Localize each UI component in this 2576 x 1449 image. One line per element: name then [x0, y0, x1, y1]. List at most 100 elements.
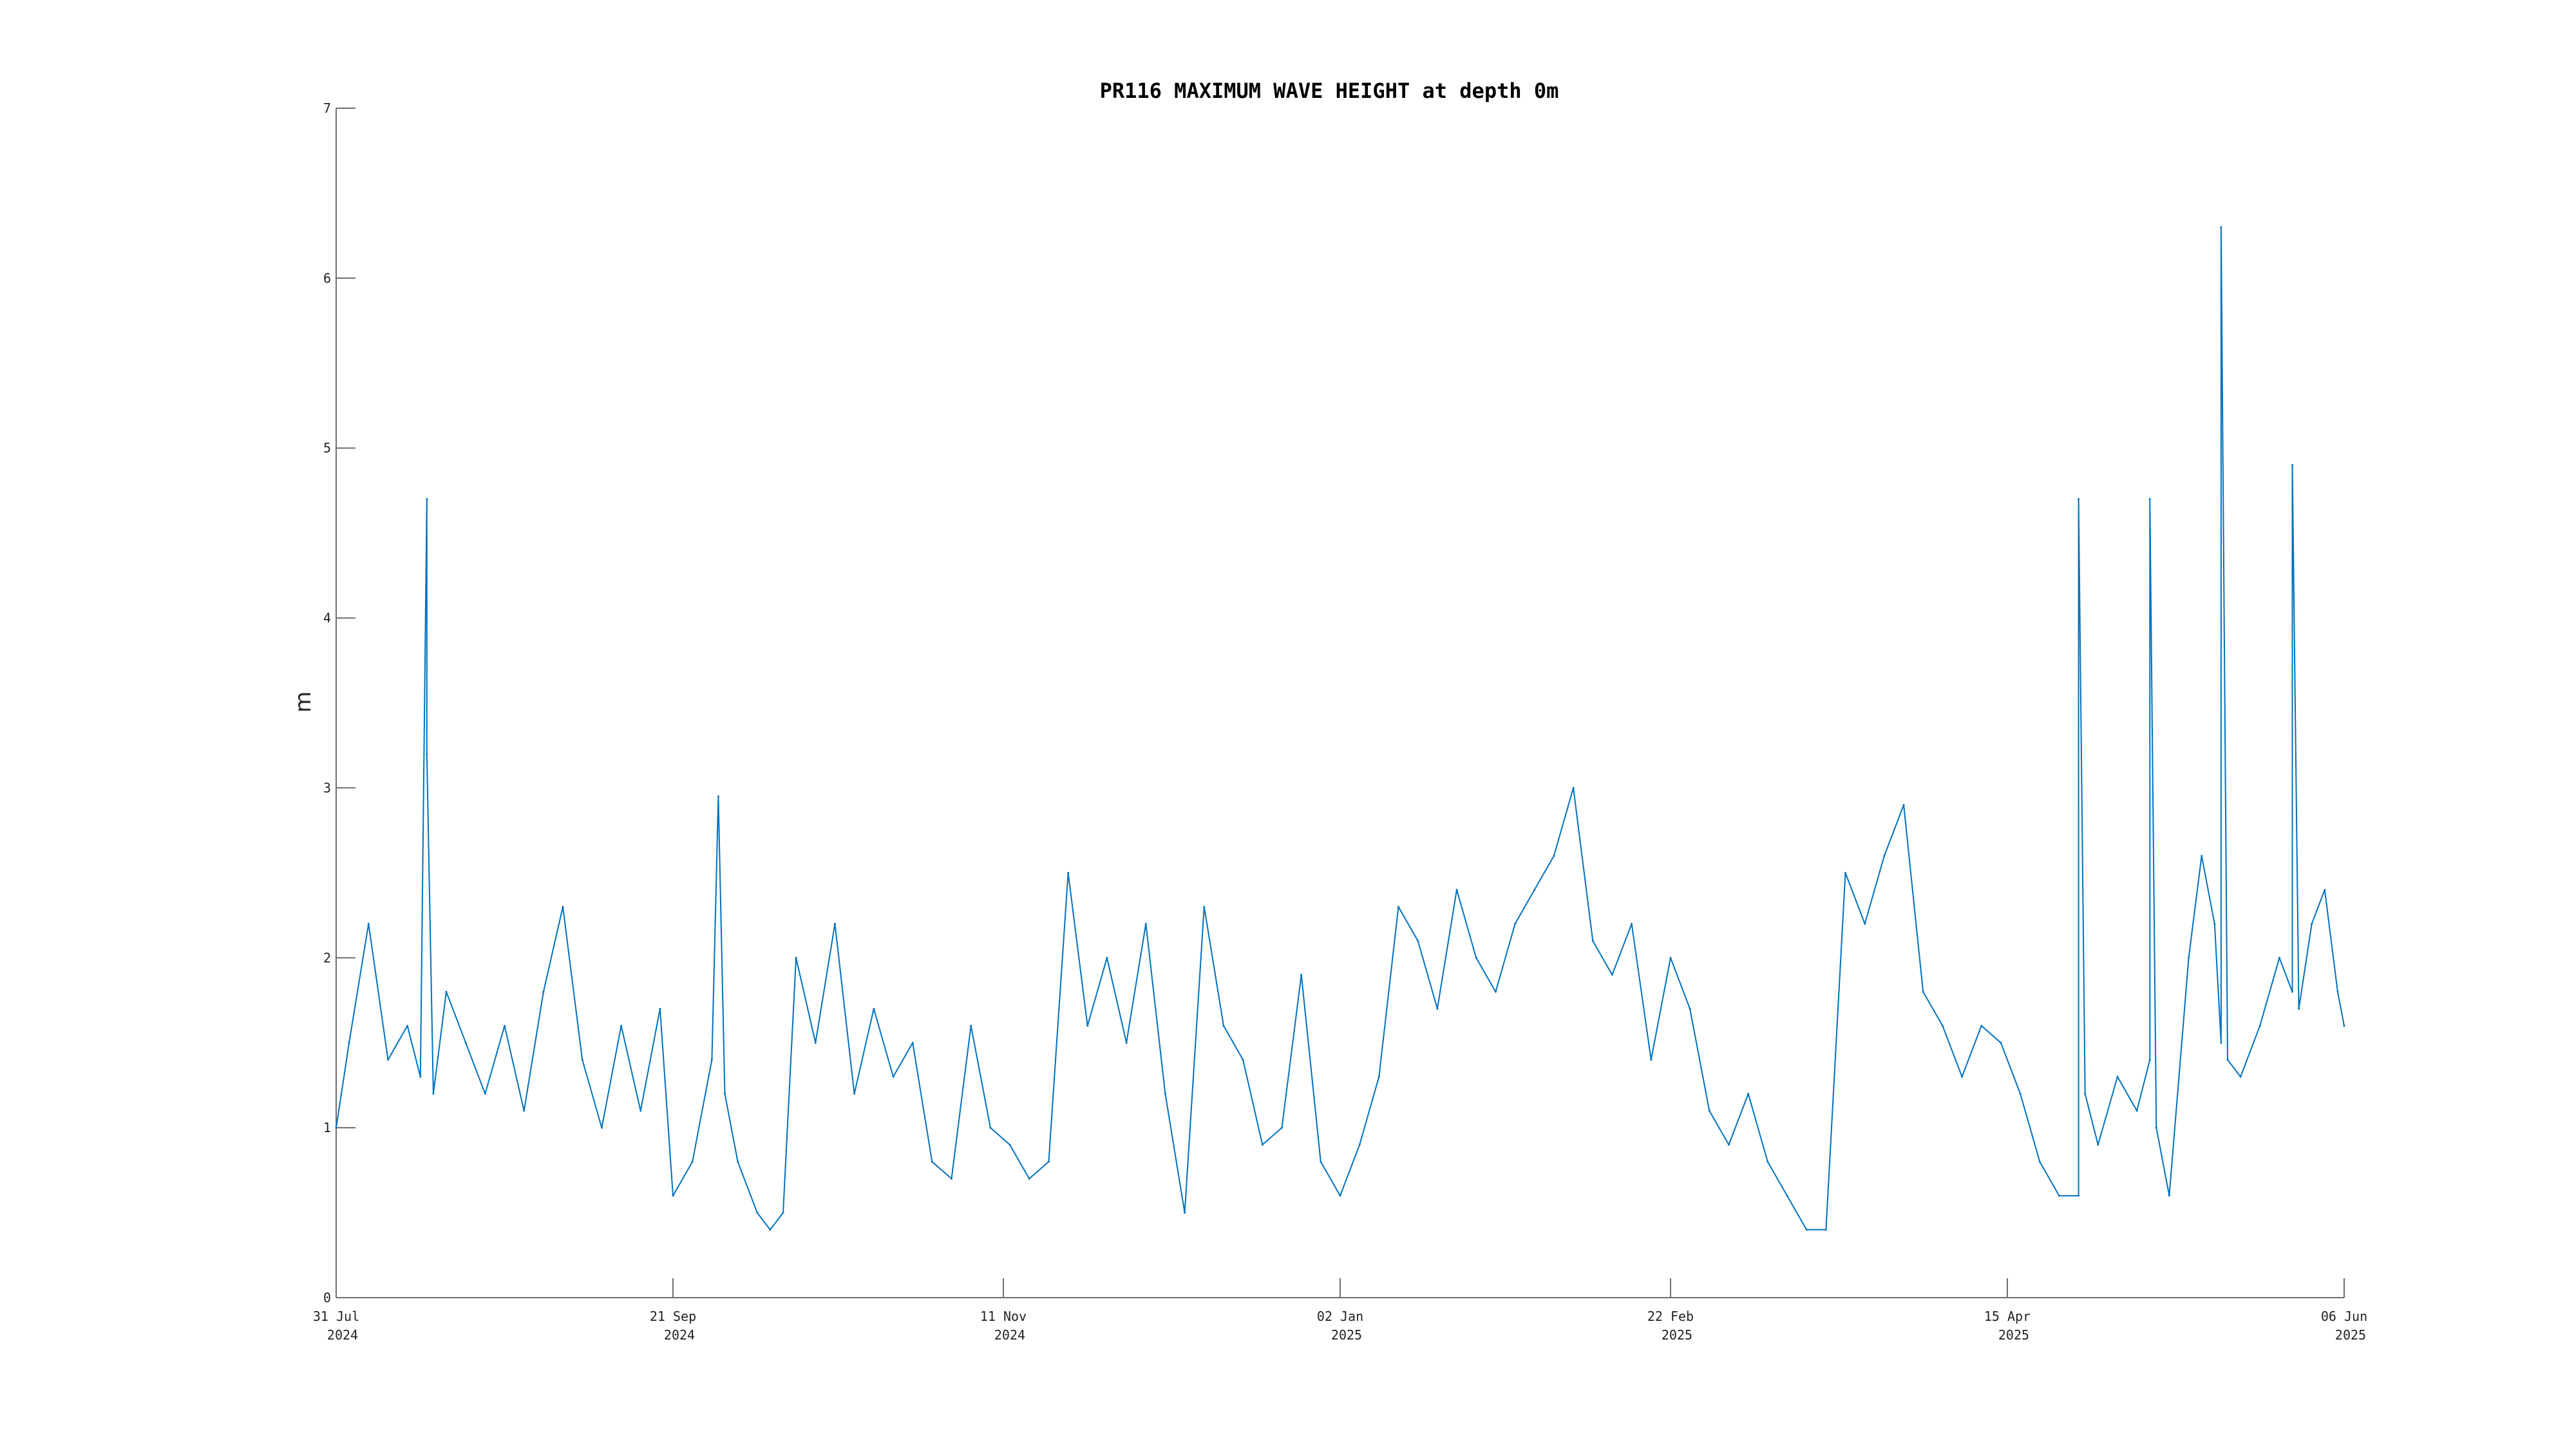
data-point: [1591, 940, 1594, 942]
data-point: [367, 923, 370, 925]
data-point: [2097, 1144, 2099, 1146]
data-point: [1436, 1007, 1439, 1010]
data-point: [1650, 1059, 1653, 1061]
data-point: [1883, 855, 1886, 857]
data-point: [620, 1025, 623, 1027]
series-line: [336, 226, 2345, 1231]
data-point: [2188, 956, 2190, 959]
data-point: [1864, 923, 1866, 925]
data-point: [581, 1059, 583, 1061]
data-point: [1980, 1025, 1983, 1027]
data-point: [659, 1007, 661, 1010]
data-point: [426, 753, 428, 755]
data-point: [2291, 464, 2294, 466]
data-point: [1708, 1110, 1710, 1112]
data-point: [2239, 1075, 2242, 1078]
data-point: [853, 1092, 856, 1095]
x-tick-label: 02 Jan: [1317, 1309, 1363, 1324]
data-point: [1941, 1025, 1944, 1027]
data-point: [2148, 1059, 2151, 1061]
data-point: [426, 498, 428, 500]
data-point: [1125, 1041, 1128, 1044]
data-point: [2078, 498, 2080, 500]
data-point: [1669, 956, 1672, 959]
data-point: [1689, 1007, 1691, 1010]
data-point: [2201, 855, 2203, 857]
data-point: [756, 1211, 759, 1214]
data-point: [386, 1059, 389, 1061]
y-tick-label: 5: [323, 440, 331, 456]
data-point: [1475, 956, 1477, 959]
y-axis-label: m: [290, 691, 316, 712]
data-point: [717, 795, 719, 798]
data-point: [1824, 1228, 1827, 1231]
data-point: [970, 1025, 972, 1027]
data-point: [737, 1160, 739, 1163]
data-point: [1533, 889, 1536, 891]
data-point: [2000, 1041, 2002, 1044]
data-point: [833, 923, 836, 925]
data-point: [2019, 1092, 2022, 1095]
y-tick-label: 2: [323, 950, 331, 965]
data-point: [1747, 1092, 1750, 1095]
data-point: [1844, 871, 1847, 874]
data-point: [2298, 1007, 2300, 1010]
x-tick-label: 22 Feb: [1647, 1309, 1694, 1324]
data-point: [1455, 889, 1458, 891]
x-tick-sublabel: 2025: [1331, 1327, 1362, 1343]
data-point: [1300, 974, 1303, 976]
data-point: [639, 1110, 642, 1112]
data-point: [1631, 923, 1633, 925]
data-point: [2116, 1075, 2119, 1078]
data-point: [782, 1211, 784, 1214]
data-point: [710, 1059, 713, 1061]
data-point: [1047, 1160, 1050, 1163]
x-tick-sublabel: 2024: [994, 1327, 1025, 1343]
chart-title: PR116 MAXIMUM WAVE HEIGHT at depth 0m: [1100, 79, 1559, 103]
x-tick-label: 31 Jul: [313, 1309, 359, 1324]
data-point: [1184, 1211, 1186, 1214]
x-tick-sublabel: 2024: [327, 1327, 358, 1343]
y-tick-label: 6: [323, 270, 331, 286]
data-point: [523, 1110, 526, 1112]
data-point: [419, 1075, 422, 1078]
data-point: [892, 1075, 895, 1078]
data-point: [1067, 871, 1070, 874]
data-point: [335, 1126, 337, 1129]
data-point: [1261, 1144, 1264, 1146]
data-point: [484, 1092, 486, 1095]
data-point: [2084, 1092, 2087, 1095]
data-point: [672, 1195, 674, 1197]
data-point: [1164, 1092, 1166, 1095]
data-point: [1514, 923, 1517, 925]
data-point: [814, 1041, 817, 1044]
data-point: [1766, 1160, 1769, 1163]
data-point: [2038, 1160, 2041, 1163]
data-point: [2213, 923, 2216, 925]
data-point: [562, 905, 564, 908]
data-point: [2058, 1195, 2060, 1197]
data-point: [2136, 1110, 2138, 1112]
x-tick-label: 15 Apr: [1984, 1309, 2031, 1324]
data-point: [795, 956, 797, 959]
data-point: [1106, 956, 1108, 959]
y-tick-label: 0: [323, 1290, 331, 1305]
y-tick-label: 4: [323, 611, 331, 626]
data-point: [348, 1041, 350, 1044]
x-ticks: 31 Jul 2024 21 Sep 2024 11 Nov 2024 02 Jan 2025…: [313, 1278, 2367, 1343]
data-point: [2336, 990, 2339, 993]
x-tick-sublabel: 2025: [1662, 1327, 1692, 1343]
data-point: [873, 1007, 875, 1010]
data-point: [1203, 905, 1206, 908]
data-point: [1086, 1025, 1089, 1027]
data-point: [445, 990, 448, 993]
data-point: [1280, 1126, 1283, 1129]
data-point: [1009, 1144, 1011, 1146]
data-point: [1242, 1059, 1244, 1061]
data-point: [1378, 1075, 1380, 1078]
data-point: [1611, 974, 1613, 976]
data-point: [2311, 923, 2313, 925]
data-point: [2078, 1195, 2080, 1197]
data-point: [464, 1041, 467, 1044]
data-point: [1727, 1144, 1730, 1146]
